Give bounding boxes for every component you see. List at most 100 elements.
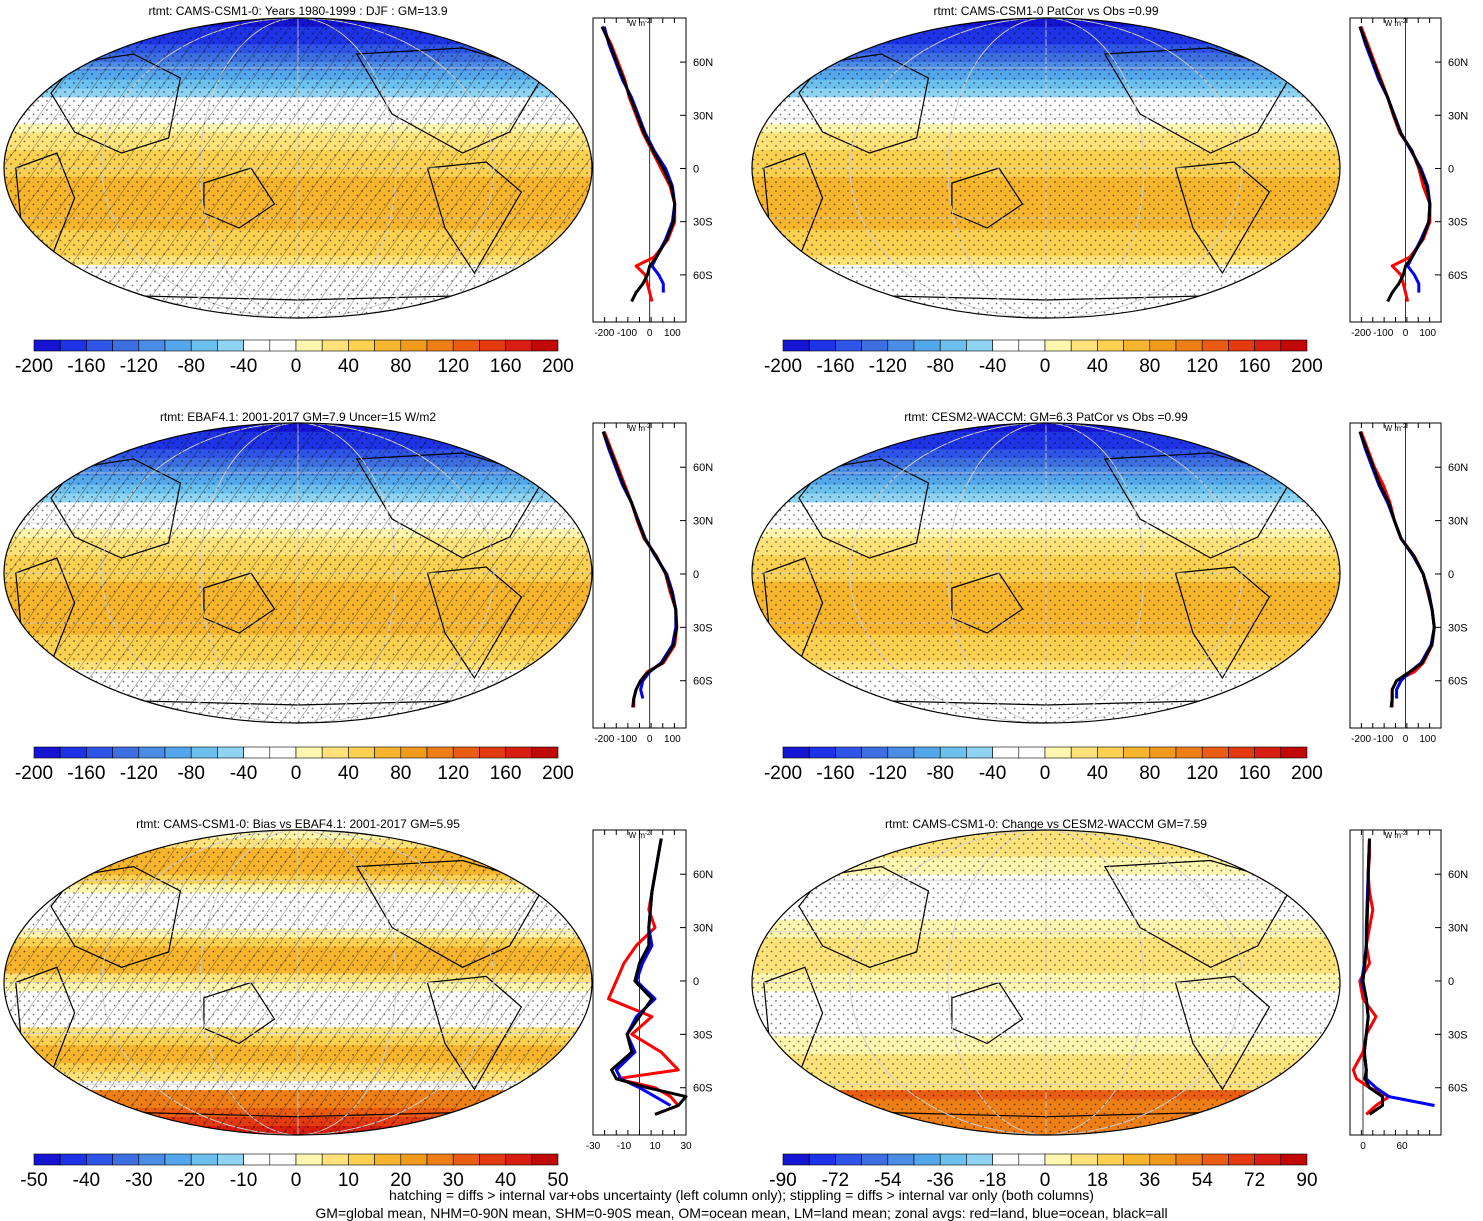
colorbar: -90 -72 -54 -36 -18 0 18 36 54 72 90 <box>769 1153 1318 1191</box>
colorbar-swatch <box>374 746 402 759</box>
panel-p1: rtmt: CAMS-CSM1-0: Years 1980-1999 : DJF… <box>3 4 713 377</box>
lat-tick-label: 30S <box>1448 622 1468 634</box>
colorbar-tick-label: 40 <box>1087 356 1108 377</box>
lat-tick-label: 0 <box>1448 976 1454 988</box>
panel-title: rtmt: CESM2-WACCM: GM=6.3 PatCor vs Obs … <box>904 410 1188 424</box>
x-tick-label: 100 <box>1419 734 1436 745</box>
colorbar-tick-label: 40 <box>495 1170 516 1191</box>
colorbar-swatch <box>1228 339 1255 352</box>
colorbar-tick-label: -90 <box>769 1170 796 1191</box>
zonal-line-all <box>610 838 688 1116</box>
colorbar-swatch <box>913 746 941 759</box>
colorbar-swatch <box>426 1153 454 1166</box>
panel-p6: rtmt: CAMS-CSM1-0: Change vs CESM2-WACCM… <box>751 817 1468 1191</box>
colorbar-swatch <box>190 339 218 352</box>
x-tick-label: -10 <box>617 1141 632 1152</box>
lat-tick-label: 30N <box>1448 110 1468 122</box>
lat-tick-label: 60N <box>693 57 713 69</box>
x-tick-label: 0 <box>1403 734 1409 745</box>
x-tick-label: 0 <box>1360 1141 1366 1152</box>
colorbar-swatch <box>112 746 140 759</box>
colorbar-tick-label: 120 <box>437 763 469 784</box>
lat-tick-label: 60S <box>693 270 713 282</box>
lat-tick-label: 30N <box>1448 516 1468 528</box>
zonal-average-plot: 60N 30N 0 30S 60S -200 -100 0 100 W m-2 <box>1349 17 1468 339</box>
lat-tick-label: 0 <box>693 569 699 581</box>
lat-tick-label: 0 <box>693 163 699 175</box>
x-tick-label: 0 <box>647 328 653 339</box>
panel-p4: rtmt: CESM2-WACCM: GM=6.3 PatCor vs Obs … <box>751 410 1468 784</box>
colorbar-tick-label: -40 <box>979 356 1006 377</box>
colorbar-tick-label: -80 <box>177 763 204 784</box>
colorbar-swatch <box>138 339 166 352</box>
colorbar-swatch <box>59 1153 87 1166</box>
colorbar-tick-label: 160 <box>490 763 522 784</box>
map-field <box>752 18 1340 318</box>
hatching <box>4 18 592 318</box>
colorbar-tick-label: 160 <box>490 356 522 377</box>
colorbar-swatch <box>1123 746 1151 759</box>
zonal-average-plot: 60N 30N 0 30S 60S -200 -100 0 100 W m-2 <box>1349 422 1468 745</box>
colorbar-swatch <box>321 746 349 759</box>
lat-tick-label: 60S <box>693 1083 713 1095</box>
colorbar-swatch <box>939 746 967 759</box>
colorbar-swatch <box>966 1153 993 1166</box>
colorbar-swatch <box>400 746 428 759</box>
colorbar-swatch <box>190 746 218 759</box>
map-field <box>752 423 1340 723</box>
x-tick-label: 60 <box>1396 1141 1408 1152</box>
colorbar-swatch <box>531 746 559 759</box>
colorbar-swatch <box>861 339 889 352</box>
colorbar-swatch <box>939 339 967 352</box>
colorbar-swatch <box>531 339 559 352</box>
colorbar-swatch <box>33 1153 61 1166</box>
colorbar-tick-label: -50 <box>20 1170 47 1191</box>
colorbar-swatch <box>1254 339 1282 352</box>
zonal-average-plot: 60N 30N 0 30S 60S -200 -100 0 100 W m-2 <box>592 422 713 745</box>
colorbar-swatch <box>86 746 113 759</box>
map-field <box>752 830 1340 1135</box>
lat-tick-label: 60N <box>1448 57 1468 69</box>
colorbar-tick-label: -10 <box>230 1170 257 1191</box>
colorbar-tick-label: 0 <box>1040 763 1051 784</box>
map-border <box>751 829 1341 1136</box>
colorbar-swatch <box>1175 1153 1203 1166</box>
colorbar-swatch <box>138 746 166 759</box>
colorbar-tick-label: -160 <box>67 356 105 377</box>
x-tick-label: 30 <box>680 1141 692 1152</box>
colorbar-swatch <box>1149 339 1177 352</box>
colorbar-tick-label: 200 <box>542 763 574 784</box>
colorbar-swatch <box>505 1153 533 1166</box>
lat-tick-label: 0 <box>693 976 699 988</box>
colorbar-tick-label: -30 <box>125 1170 152 1191</box>
colorbar-swatch <box>295 339 323 352</box>
map-border <box>3 422 593 724</box>
lat-tick-label: 60N <box>1448 462 1468 474</box>
colorbar-tick-label: 120 <box>437 356 469 377</box>
colorbar-swatch <box>808 746 836 759</box>
x-tick-label: 100 <box>664 328 681 339</box>
colorbar-tick-label: 36 <box>1139 1170 1160 1191</box>
panel-p2: rtmt: CAMS-CSM1-0 PatCor vs Obs =0.99 60N… <box>751 4 1468 377</box>
colorbar: -200 -160 -120 -80 -40 0 40 80 120 160 200 <box>764 746 1323 784</box>
x-tick-label: 100 <box>664 734 681 745</box>
x-tick-label: 0 <box>1403 328 1409 339</box>
colorbar-swatch <box>1123 339 1151 352</box>
zonal-average-plot: 60N 30N 0 30S 60S 0 60 W m-2 <box>1349 829 1468 1152</box>
colorbar-swatch <box>374 339 402 352</box>
colorbar-swatch <box>426 339 454 352</box>
colorbar: -200 -160 -120 -80 -40 0 40 80 120 160 200 <box>15 746 574 784</box>
colorbar: -50 -40 -30 -20 -10 0 10 20 30 40 50 <box>20 1153 569 1191</box>
footer-note-hatching: hatching = diffs > internal var+obs unce… <box>389 1187 1094 1203</box>
colorbar-tick-label: 120 <box>1186 763 1218 784</box>
colorbar-swatch <box>269 1153 297 1166</box>
colorbar-swatch <box>426 746 454 759</box>
colorbar-swatch <box>782 339 810 352</box>
colorbar-swatch <box>505 339 533 352</box>
colorbar-swatch <box>295 1153 323 1166</box>
colorbar-tick-label: -80 <box>926 763 953 784</box>
colorbar-tick-label: -160 <box>67 763 105 784</box>
colorbar-swatch <box>348 746 375 759</box>
colorbar-swatch <box>531 1153 559 1166</box>
colorbar-tick-label: 72 <box>1244 1170 1265 1191</box>
